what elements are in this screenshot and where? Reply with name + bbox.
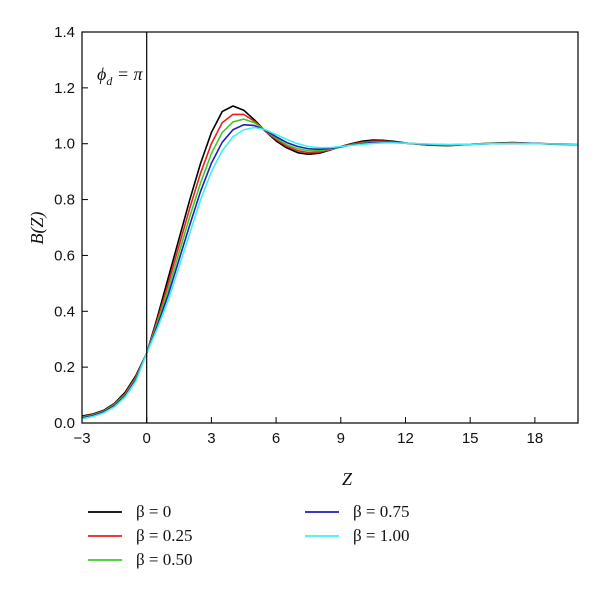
plot-frame xyxy=(81,31,579,424)
y-tick-label: 0.8 xyxy=(54,192,75,209)
y-tick-label: 1.0 xyxy=(54,136,75,153)
y-tick-label: 0.0 xyxy=(54,415,75,432)
y-tick-label: 1.2 xyxy=(54,80,75,97)
y-axis-title: B(Z) xyxy=(27,212,48,245)
series-line-3 xyxy=(82,123,578,419)
x-tick-label: 18 xyxy=(527,430,544,447)
y-tick-label: 1.4 xyxy=(54,24,75,41)
y-tick-label: 0.6 xyxy=(54,247,75,264)
legend: β = 0 β = 0.25 β = 0.50 β = 0.75 β = 1.00 xyxy=(88,502,410,569)
annotation-phi: ϕd = π xyxy=(97,64,143,88)
x-tick-label: 9 xyxy=(337,430,345,447)
series-line-0 xyxy=(82,105,578,417)
legend-label-3: β = 0.75 xyxy=(353,502,410,521)
x-tick-label: 0 xyxy=(143,430,151,447)
x-tick-label: −3 xyxy=(73,430,90,447)
x-tick-label: 15 xyxy=(462,430,479,447)
x-tick-label: 12 xyxy=(397,430,414,447)
legend-label-0: β = 0 xyxy=(136,502,171,521)
series-layer xyxy=(82,105,578,420)
tick-layer: −3 0 3 6 9 12 15 18 0.0 0.2 0.4 0.6 0.8 1.0 1.2 1.4 xyxy=(54,24,543,447)
legend-label-2: β = 0.50 xyxy=(136,550,193,569)
series-line-2 xyxy=(82,118,578,419)
legend-label-4: β = 1.00 xyxy=(353,526,410,545)
y-tick-label: 0.4 xyxy=(54,303,75,320)
x-tick-label: 3 xyxy=(207,430,215,447)
legend-label-1: β = 0.25 xyxy=(136,526,193,545)
series-line-1 xyxy=(82,113,578,418)
x-tick-label: 6 xyxy=(272,430,280,447)
x-axis-title: Z xyxy=(342,469,353,489)
series-line-4 xyxy=(82,126,578,420)
y-tick-label: 0.2 xyxy=(54,359,75,376)
